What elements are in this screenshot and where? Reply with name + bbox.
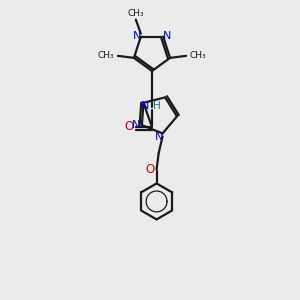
Text: N: N: [133, 31, 141, 40]
Text: CH₃: CH₃: [98, 51, 114, 60]
Text: N: N: [163, 31, 171, 40]
Text: N: N: [132, 120, 140, 130]
Text: O: O: [145, 163, 154, 176]
Text: H: H: [153, 101, 161, 111]
Text: O: O: [124, 121, 134, 134]
Text: CH₃: CH₃: [190, 51, 206, 60]
Text: CH₃: CH₃: [128, 9, 144, 18]
Text: N: N: [141, 101, 149, 111]
Text: N: N: [154, 132, 163, 142]
